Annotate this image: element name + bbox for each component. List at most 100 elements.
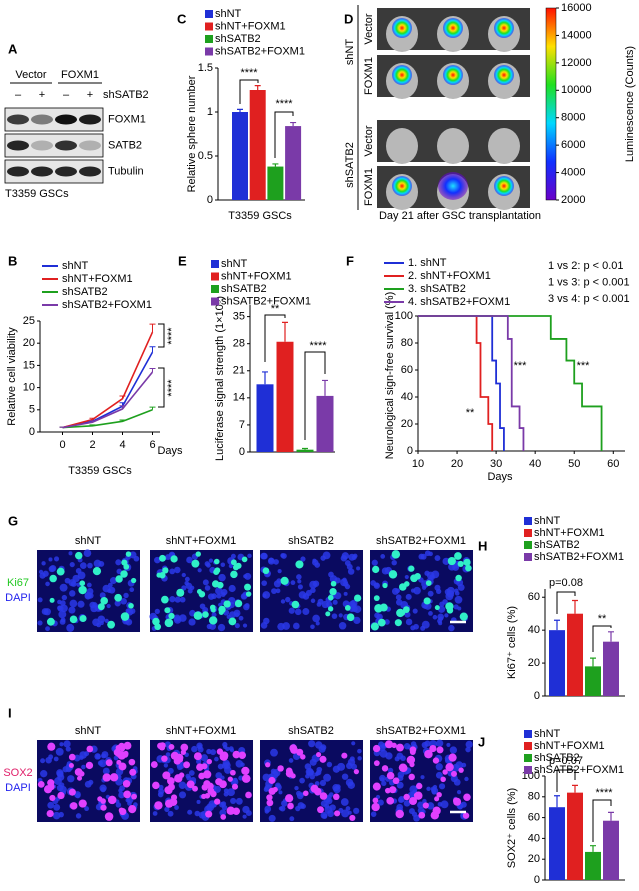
stained-nucleus bbox=[128, 805, 136, 813]
error-bar bbox=[150, 347, 156, 352]
stained-nucleus bbox=[207, 788, 214, 795]
error-bar bbox=[608, 812, 614, 820]
nucleus bbox=[81, 765, 86, 770]
nucleus bbox=[323, 774, 331, 782]
y-tick-label: 60 bbox=[528, 591, 540, 603]
stained-nucleus bbox=[465, 565, 472, 572]
nucleus bbox=[45, 626, 50, 631]
stained-nucleus bbox=[436, 792, 441, 797]
stained-nucleus bbox=[210, 605, 216, 611]
y-tick-label: 28 bbox=[233, 338, 245, 350]
legend-label: shNT+FOXM1 bbox=[221, 270, 292, 282]
signal bbox=[494, 176, 514, 196]
nucleus bbox=[236, 760, 244, 768]
nucleus bbox=[345, 560, 351, 566]
nucleus bbox=[392, 560, 397, 565]
nucleus bbox=[326, 798, 332, 804]
stained-nucleus bbox=[233, 751, 241, 759]
stained-nucleus bbox=[409, 797, 417, 805]
nucleus bbox=[231, 554, 236, 559]
nucleus bbox=[195, 811, 201, 817]
nucleus bbox=[230, 798, 236, 804]
y-tick-label: 20 bbox=[23, 337, 35, 349]
panel-letter: A bbox=[8, 41, 18, 56]
nucleus bbox=[422, 742, 428, 748]
nucleus bbox=[428, 552, 433, 557]
nucleus bbox=[396, 804, 403, 811]
error-bar bbox=[120, 396, 126, 399]
stained-nucleus bbox=[277, 765, 283, 771]
stained-nucleus bbox=[128, 603, 134, 609]
nucleus bbox=[60, 584, 68, 592]
stained-nucleus bbox=[331, 581, 337, 587]
stained-nucleus bbox=[433, 807, 441, 815]
nucleus bbox=[77, 601, 84, 608]
stained-nucleus bbox=[187, 780, 195, 788]
stained-nucleus bbox=[165, 619, 174, 628]
nucleus bbox=[69, 590, 75, 596]
nucleus bbox=[40, 770, 47, 777]
nucleus bbox=[269, 815, 276, 822]
nucleus bbox=[94, 560, 102, 568]
nucleus bbox=[437, 614, 444, 621]
stained-nucleus bbox=[131, 794, 137, 800]
nucleus bbox=[211, 593, 217, 599]
stained-nucleus bbox=[93, 567, 101, 575]
nucleus bbox=[281, 599, 285, 603]
nucleus bbox=[380, 750, 388, 758]
nucleus bbox=[448, 625, 454, 631]
stained-nucleus bbox=[80, 615, 87, 622]
stained-nucleus bbox=[116, 760, 121, 765]
nucleus bbox=[185, 577, 190, 582]
nucleus bbox=[271, 588, 277, 594]
stained-nucleus bbox=[374, 595, 380, 601]
stained-nucleus bbox=[347, 613, 355, 621]
y-tick-label: 80 bbox=[528, 791, 540, 803]
nucleus bbox=[436, 740, 443, 747]
nucleus bbox=[85, 593, 92, 600]
column-label: shNT+FOXM1 bbox=[166, 535, 237, 547]
stained-nucleus bbox=[227, 807, 235, 815]
stained-nucleus bbox=[86, 762, 93, 769]
nucleus bbox=[427, 572, 435, 580]
stained-nucleus bbox=[418, 812, 425, 819]
stain-label: DAPI bbox=[5, 782, 31, 794]
stained-nucleus bbox=[121, 612, 130, 621]
stained-nucleus bbox=[164, 607, 170, 613]
nucleus bbox=[207, 624, 212, 629]
caption: T3359 GSCs bbox=[68, 465, 132, 477]
stained-nucleus bbox=[152, 782, 159, 789]
nucleus bbox=[420, 775, 424, 779]
column-label: shSATB2+FOXM1 bbox=[376, 725, 466, 737]
stain-label: Ki67 bbox=[7, 577, 29, 589]
stained-nucleus bbox=[69, 763, 74, 768]
nucleus bbox=[310, 624, 315, 629]
nucleus bbox=[294, 786, 298, 790]
stained-nucleus bbox=[120, 746, 125, 751]
colorbar bbox=[546, 8, 556, 200]
colorbar-title: Luminescence (Counts) bbox=[624, 46, 636, 162]
nucleus bbox=[332, 613, 338, 619]
panel-letter: G bbox=[8, 513, 18, 528]
y-tick-label: 40 bbox=[528, 832, 540, 844]
nucleus bbox=[274, 580, 281, 587]
legend-swatch bbox=[524, 730, 532, 738]
stained-nucleus bbox=[435, 605, 440, 610]
nucleus bbox=[446, 743, 450, 747]
stained-nucleus bbox=[241, 767, 249, 775]
series-line bbox=[63, 372, 153, 428]
x-axis-label: Days bbox=[157, 445, 183, 457]
panel-letter: E bbox=[178, 253, 187, 268]
x-tick-label: 4 bbox=[119, 439, 125, 451]
colorbar-tick-label: 16000 bbox=[561, 2, 592, 14]
y-tick-label: 0.5 bbox=[198, 150, 213, 162]
nucleus bbox=[59, 742, 63, 746]
stained-nucleus bbox=[404, 581, 410, 587]
group-label: FOXM1 bbox=[61, 69, 99, 81]
legend-label: shNT bbox=[534, 515, 561, 527]
y-tick-label: 0 bbox=[407, 445, 413, 457]
stained-nucleus bbox=[123, 564, 129, 570]
nucleus bbox=[123, 593, 128, 598]
sign-label: + bbox=[87, 89, 93, 101]
nucleus bbox=[244, 573, 251, 580]
